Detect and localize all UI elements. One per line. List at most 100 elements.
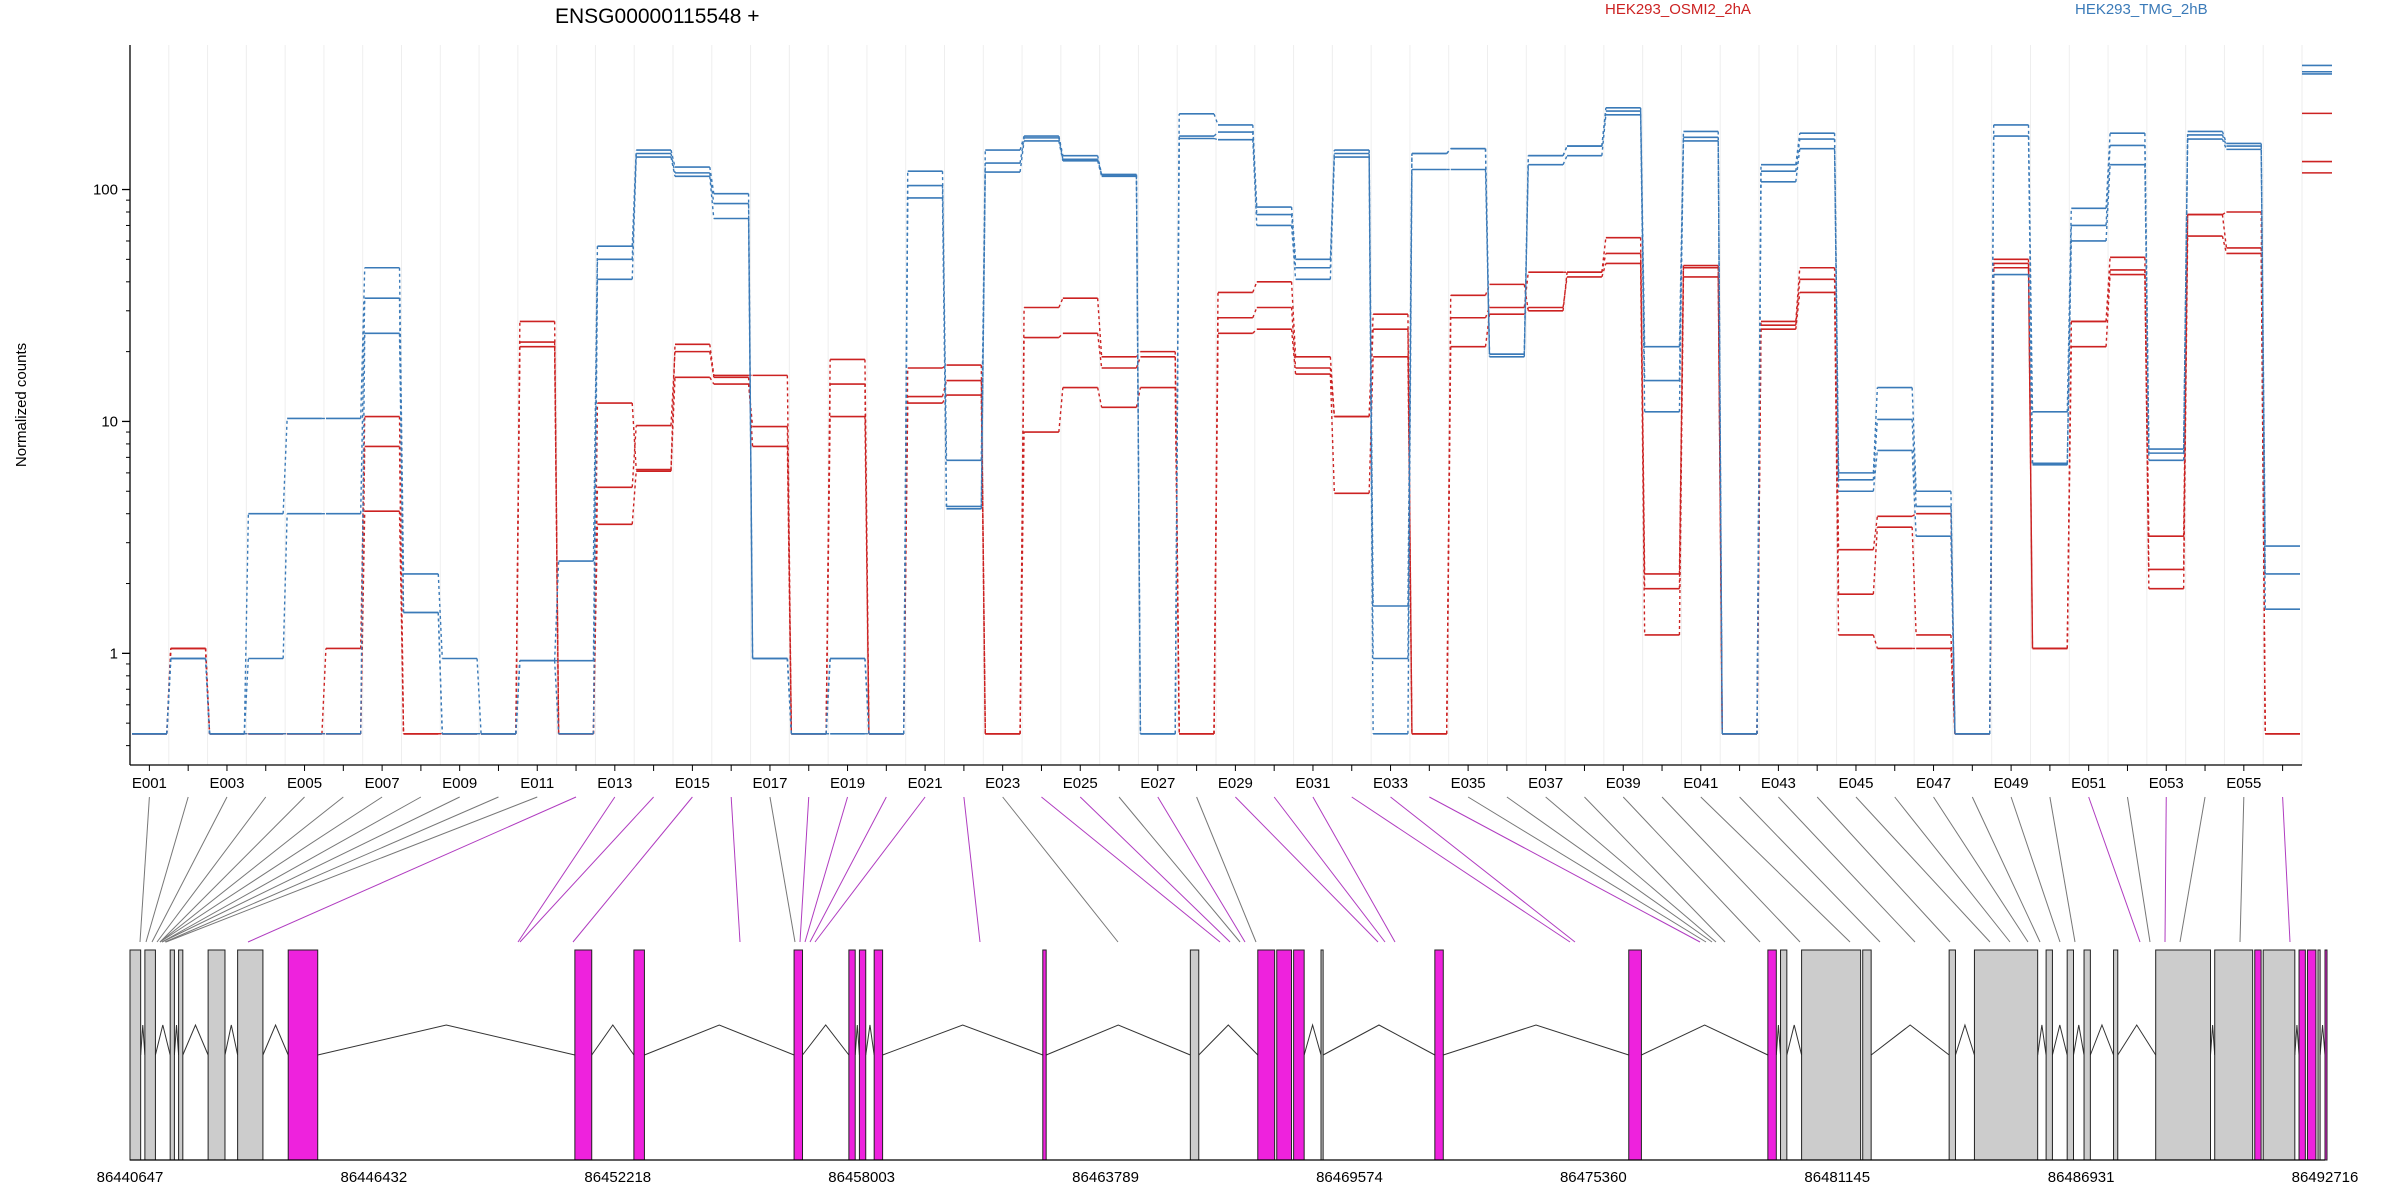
exon-box: [2113, 949, 2119, 1161]
exon-transition: [631, 150, 637, 247]
exon-transition: [1329, 153, 1336, 268]
count-series: [132, 64, 2332, 735]
exon-connector: [814, 796, 926, 943]
exon-transition: [1019, 307, 1025, 734]
exon-transition: [1562, 272, 1568, 311]
x-tick-label: E049: [1994, 775, 2029, 792]
exon-connector: [1351, 796, 1571, 943]
exon-box-highlighted: [2298, 949, 2306, 1161]
exon-connector: [769, 796, 796, 943]
intron-line: [865, 1024, 875, 1056]
exon-transition: [786, 658, 793, 734]
exon-transition: [1872, 419, 1879, 480]
exon-transition: [631, 471, 637, 525]
intron-line: [2319, 1024, 2326, 1056]
exon-transition: [1872, 527, 1879, 595]
exon-transition: [1252, 307, 1258, 318]
exon-transition: [1484, 307, 1491, 318]
intron-line: [224, 1024, 239, 1056]
exon-transition: [204, 658, 211, 734]
exon-connector: [963, 796, 981, 943]
exon-transition: [1252, 281, 1258, 293]
exon-connector: [165, 796, 538, 943]
exon-connector: [1584, 796, 1726, 943]
exon-transition: [1290, 329, 1297, 375]
x-tick-label: E003: [209, 775, 244, 792]
exon-connector: [159, 796, 305, 943]
exon-box: [1948, 949, 1956, 1161]
intron-line: [2117, 1024, 2157, 1056]
exon-transition: [2260, 212, 2266, 734]
x-tick-label: E009: [442, 775, 477, 792]
exon-transition: [1484, 284, 1491, 296]
exon-transition: [1290, 281, 1297, 357]
x-tick-label: E043: [1761, 775, 1796, 792]
exon-connector: [2010, 796, 2061, 943]
exon-box: [2214, 949, 2254, 1161]
exon-box: [1801, 949, 1862, 1161]
genome-tick-label: 86446432: [341, 1169, 408, 1186]
exon-transition: [670, 377, 676, 472]
exon-transition: [1174, 351, 1180, 734]
exon-transition: [2182, 134, 2189, 454]
exon-box: [1780, 949, 1788, 1161]
exon-box: [144, 949, 156, 1161]
exon-transition: [592, 259, 599, 661]
exon-box: [2045, 949, 2053, 1161]
intron-line: [1045, 1024, 1191, 1056]
intron-line: [1775, 1024, 1782, 1056]
exon-transition: [1290, 207, 1297, 260]
exon-transition: [670, 149, 676, 168]
genome-tick-label: 86452218: [584, 1169, 651, 1186]
exon-box: [207, 949, 226, 1161]
exon-connector: [572, 796, 693, 943]
x-tick-label: E037: [1528, 775, 1563, 792]
exon-box-highlighted: [1434, 949, 1444, 1161]
x-tick-label: E017: [752, 775, 787, 792]
exon-connector: [2239, 796, 2245, 943]
exon-connector: [1235, 796, 1379, 943]
exon-box-highlighted: [574, 949, 593, 1161]
intron-line: [173, 1024, 180, 1056]
exon-transition: [2027, 259, 2034, 649]
intron-line: [262, 1023, 289, 1056]
x-tick-label: E029: [1218, 775, 1253, 792]
exon-connector: [1041, 796, 1221, 943]
intron-line: [1641, 1024, 1769, 1056]
exon-box: [2317, 949, 2321, 1161]
exon-connector: [1894, 796, 2011, 943]
intron-line: [1443, 1024, 1629, 1056]
exon-connector: [1157, 796, 1246, 943]
exon-box: [178, 949, 184, 1161]
exon-transition: [670, 344, 676, 470]
intron-line: [644, 1024, 795, 1056]
exon-connector: [1855, 796, 1991, 943]
exon-transition: [360, 267, 366, 419]
exon-box-highlighted: [2306, 949, 2317, 1161]
exon-connector: [151, 796, 228, 943]
exon-box: [1862, 949, 1872, 1161]
exon-connector: [159, 796, 344, 943]
exon-connector: [804, 796, 849, 943]
exon-transition: [1872, 634, 1879, 649]
x-tick-label: E023: [985, 775, 1020, 792]
x-tick-label: E053: [2149, 775, 2184, 792]
exon-transition: [1329, 374, 1336, 494]
genome-tick-label: 86463789: [1072, 1169, 1139, 1186]
exon-box-highlighted: [1042, 949, 1047, 1161]
exon-connector: [1700, 796, 1851, 943]
exon-transition: [1135, 176, 1142, 734]
x-tick-label: E021: [908, 775, 943, 792]
exon-connector: [247, 796, 577, 943]
x-tick-label: E041: [1683, 775, 1718, 792]
exon-transition: [1368, 153, 1374, 659]
series-6: [132, 107, 2300, 735]
exon-transition: [1135, 356, 1142, 369]
exon-connector: [2282, 796, 2291, 943]
exon-transition: [1058, 297, 1064, 308]
exon-connector: [2164, 796, 2167, 943]
exon-box-highlighted: [2324, 949, 2328, 1161]
exon-transition: [1795, 139, 1801, 172]
exon-transition: [1213, 137, 1219, 141]
legend-label-group1: HEK293_OSMI2_2hA: [1605, 1, 1751, 18]
